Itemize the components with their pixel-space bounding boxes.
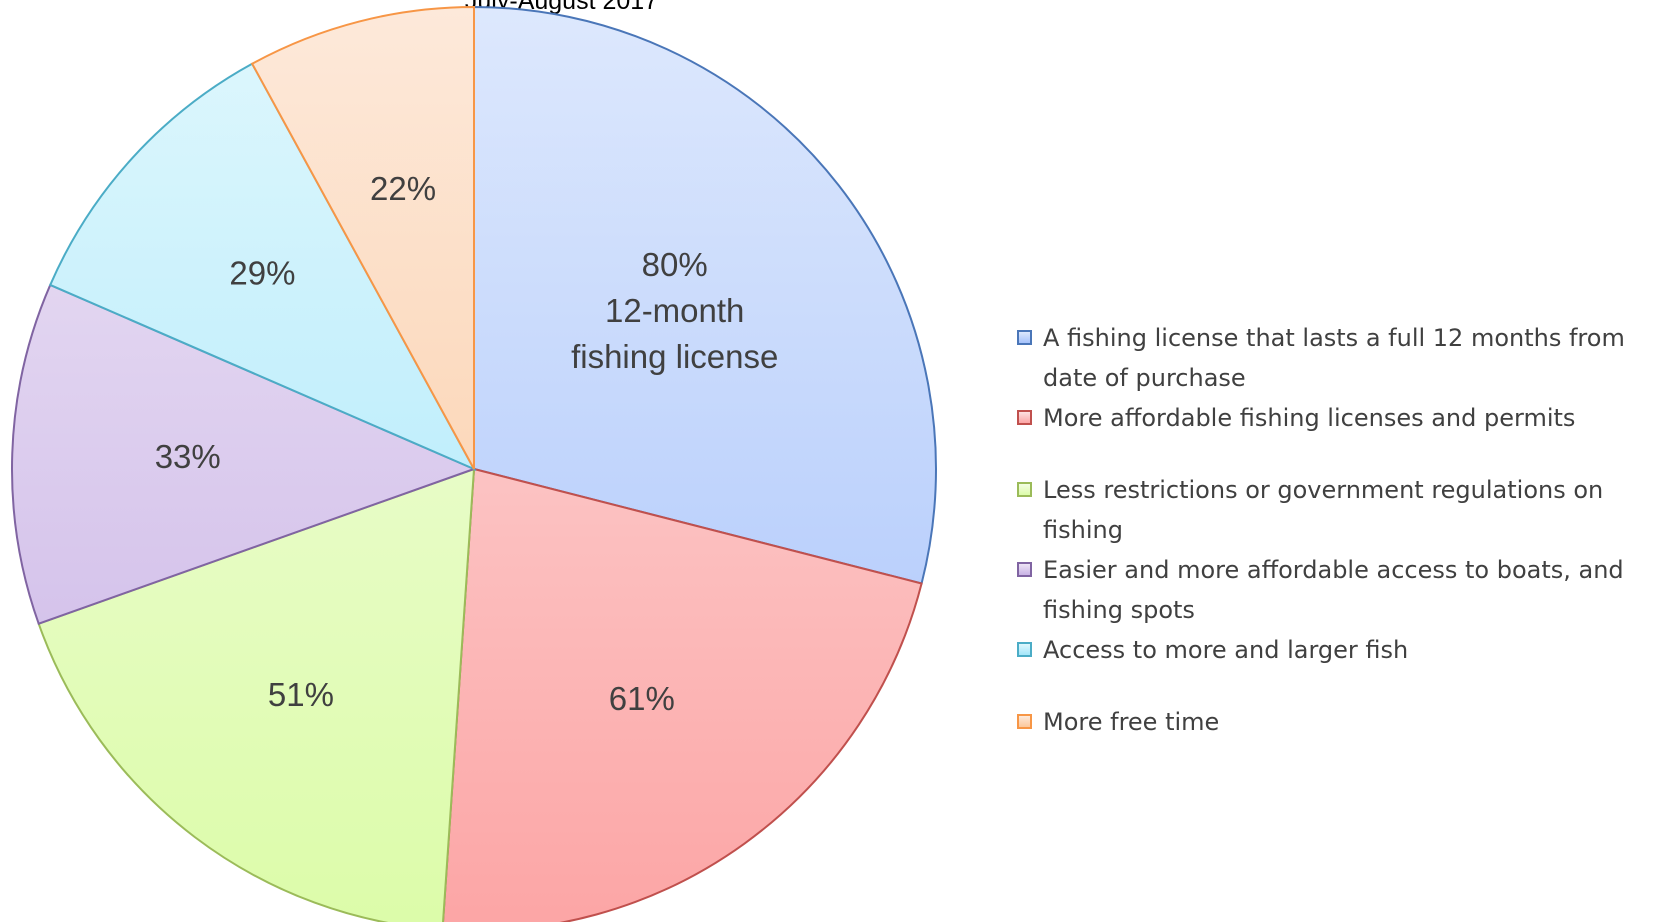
- legend-swatch-5: [1017, 642, 1032, 657]
- legend-item-4: Easier and more affordable access to boa…: [1017, 550, 1667, 630]
- pie-slice-4: [11, 283, 477, 625]
- legend-swatch-3: [1017, 482, 1032, 497]
- legend-item-5: Access to more and larger fish: [1017, 630, 1667, 670]
- pie-slice-6: [250, 5, 475, 470]
- pie-slice-3: [37, 467, 476, 922]
- legend-swatch-2: [1017, 410, 1032, 425]
- legend-item-6: More free time: [1017, 702, 1667, 742]
- legend-label-4: Easier and more affordable access to boa…: [1043, 556, 1624, 624]
- legend-swatch-6: [1017, 714, 1032, 729]
- legend-swatch-1: [1017, 330, 1032, 345]
- legend-label-2: More affordable fishing licenses and per…: [1043, 404, 1576, 432]
- pie-slice-2: [442, 467, 923, 922]
- pie-slice-1: [473, 5, 937, 585]
- data-sublabel-1-1: 12-month: [605, 292, 744, 329]
- pie-slice-5: [48, 62, 477, 472]
- data-label-6: 22%: [370, 170, 436, 207]
- legend-item-3: Less restrictions or government regulati…: [1017, 470, 1667, 550]
- legend-item-1: A fishing license that lasts a full 12 m…: [1017, 318, 1667, 398]
- legend-label-3: Less restrictions or government regulati…: [1043, 476, 1604, 544]
- legend-label-1: A fishing license that lasts a full 12 m…: [1043, 324, 1625, 392]
- data-label-5: 29%: [229, 255, 295, 292]
- pie-chart: 80% 12-month fishing license 61% 51% 33% 29% 22…: [11, 5, 937, 922]
- data-label-3: 51%: [268, 676, 334, 713]
- legend-label-5: Access to more and larger fish: [1043, 636, 1409, 664]
- legend: A fishing license that lasts a full 12 m…: [1017, 318, 1667, 742]
- data-label-2: 61%: [609, 680, 675, 717]
- data-sublabel-1-2: fishing license: [571, 338, 778, 375]
- data-label-4: 33%: [155, 438, 221, 475]
- legend-item-2: More affordable fishing licenses and per…: [1017, 398, 1667, 438]
- legend-swatch-4: [1017, 562, 1032, 577]
- legend-label-6: More free time: [1043, 708, 1220, 736]
- data-label-1: 80%: [642, 246, 708, 283]
